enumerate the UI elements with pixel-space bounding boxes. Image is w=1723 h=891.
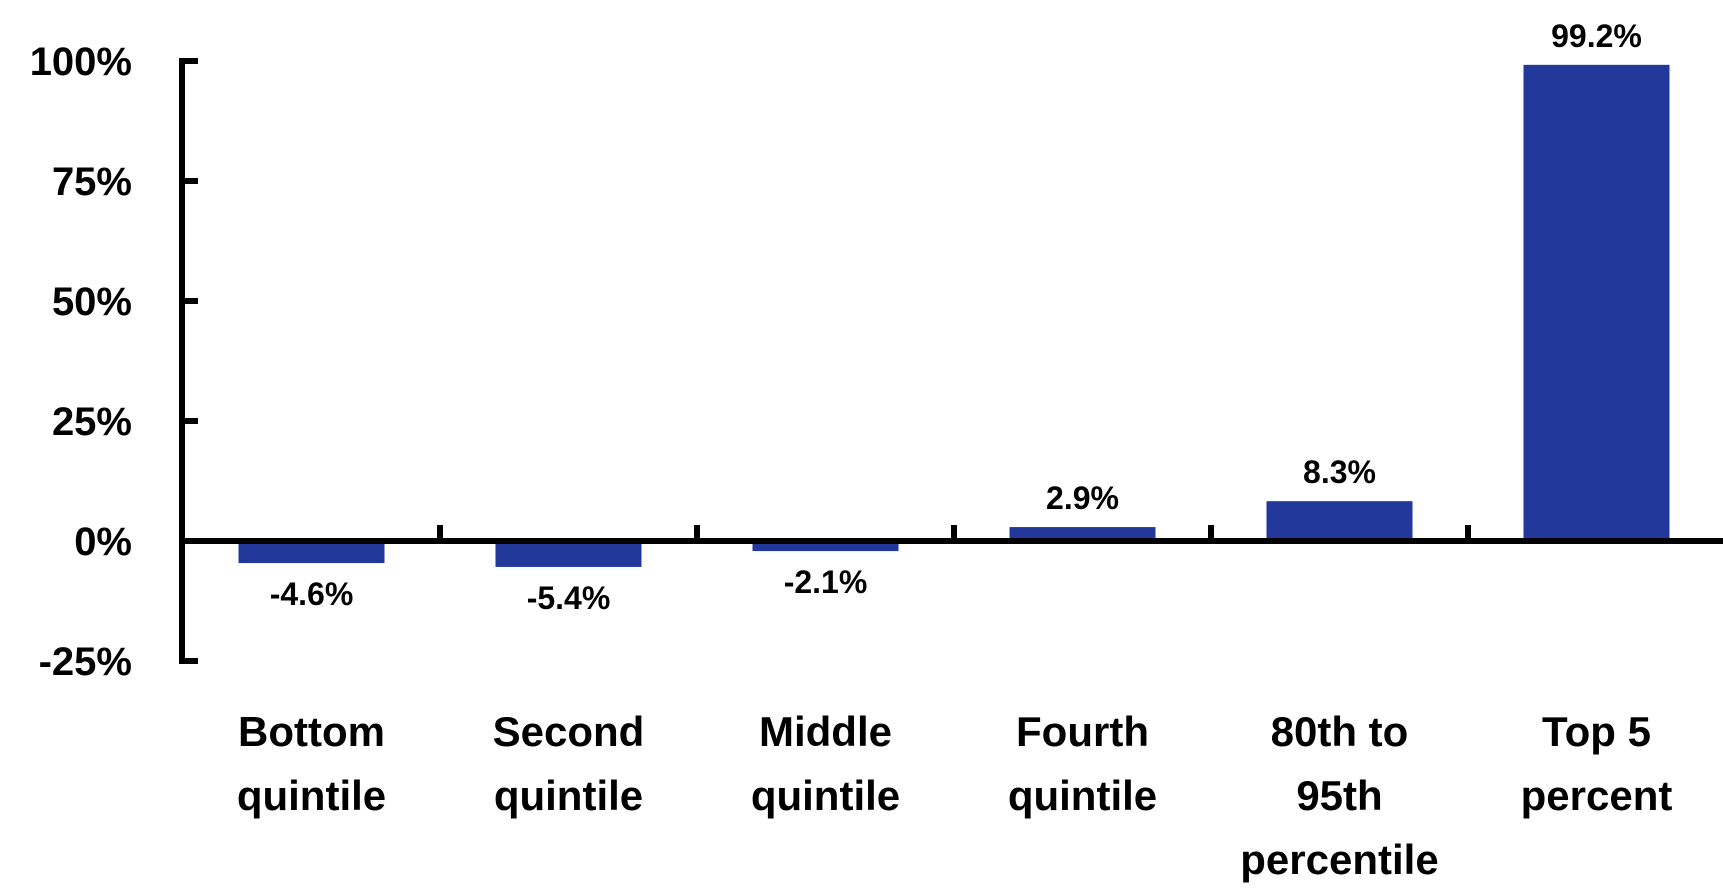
x-category-label-1: Bottom quintile: [237, 708, 386, 819]
y-tick-label-0: 100%: [30, 40, 132, 84]
axes-layer: [179, 58, 1723, 664]
bar-5: [1266, 501, 1413, 541]
x-category-label-6: Top 5 percent: [1521, 708, 1673, 819]
y-tick-label-4: 0%: [74, 520, 132, 564]
x-category-label-line: quintile: [751, 772, 900, 819]
bar-3: [752, 541, 899, 552]
x-category-label-line: Middle: [759, 708, 892, 755]
x-category-label-5: 80th to 95th percentile: [1240, 708, 1438, 883]
x-category-label-line: Fourth: [1016, 708, 1149, 755]
x-category-label-4: Fourth quintile: [1008, 708, 1157, 819]
data-label-6: 99.2%: [1551, 18, 1642, 54]
x-category-label-line: quintile: [237, 772, 386, 819]
labels-layer: -4.6% -5.4% -2.1% 2.9% 8.3% 99.2% 100% 75% 50% 25…: [30, 18, 1673, 883]
x-category-label-3: Middle quintile: [751, 708, 900, 819]
data-label-4: 2.9%: [1046, 480, 1119, 516]
y-tick-label-2: 50%: [52, 280, 132, 324]
data-label-5: 8.3%: [1303, 454, 1376, 490]
bar-4: [1009, 527, 1156, 541]
y-tick-label-1: 75%: [52, 160, 132, 204]
x-category-label-line: 80th to: [1271, 708, 1409, 755]
bar-2: [495, 541, 642, 567]
bar-6: [1523, 64, 1670, 541]
x-category-label-line: Top 5: [1542, 708, 1651, 755]
x-category-label-line: Bottom: [238, 708, 385, 755]
x-category-label-line: percent: [1521, 772, 1673, 819]
x-category-label-line: Second: [493, 708, 645, 755]
x-category-label-line: 95th: [1296, 772, 1382, 819]
bar-1: [238, 541, 385, 564]
data-label-3: -2.1%: [784, 564, 868, 600]
x-category-label-line: quintile: [1008, 772, 1157, 819]
y-tick-label-5: -25%: [39, 640, 132, 684]
x-category-label-line: quintile: [494, 772, 643, 819]
data-label-1: -4.6%: [270, 576, 354, 612]
bars-layer: [238, 64, 1670, 567]
x-category-label-2: Second quintile: [493, 708, 645, 819]
y-tick-label-3: 25%: [52, 400, 132, 444]
x-category-label-line: percentile: [1240, 836, 1438, 883]
data-label-2: -5.4%: [527, 580, 611, 616]
